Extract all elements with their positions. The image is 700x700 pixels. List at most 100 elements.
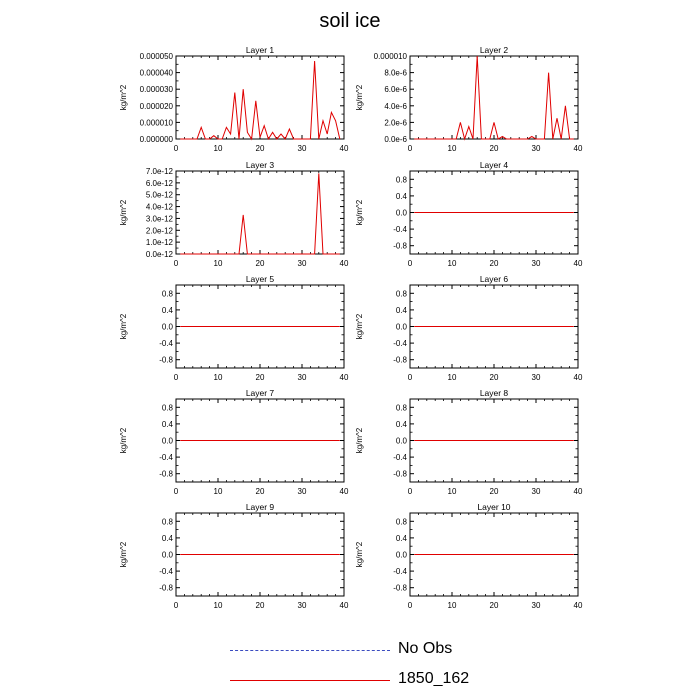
layer-7-xtick-label: 20 (256, 487, 265, 496)
layer-1-xtick-label: 0 (174, 144, 179, 153)
layer-6-ytick-label: -0.8 (393, 356, 407, 365)
layer-6-ytick-label: 0.0 (396, 323, 408, 332)
layer-7-title: Layer 7 (246, 388, 275, 398)
layer-10-ytick-label: 0.8 (396, 517, 408, 526)
layer-3-ylabel: kg/m^2 (119, 199, 128, 225)
layer-7-xtick-label: 40 (340, 487, 349, 496)
layer-2-xtick-label: 30 (532, 144, 541, 153)
layer-2-ytick-label: 8.0e-6 (384, 69, 407, 78)
layer-10-panel: Layer 10 0 10 20 30 40 -0.8 -0.4 0.0 0.4 0.8 kg/m^2 (355, 502, 583, 610)
layer-6-title: Layer 6 (480, 274, 509, 284)
layer-2-ytick-label: 0.0e-6 (384, 135, 407, 144)
layer-3-frame (175, 170, 345, 255)
layer-7-ytick-label: -0.4 (159, 453, 173, 462)
layer-2-ytick-label: 0.000010 (374, 52, 408, 61)
layer-2-panel: Layer 2 0 10 20 30 40 0.0e-6 2.0e-6 4.0e-6 6.0e-6… (355, 45, 583, 153)
legend-entry-1850-162: 1850_162 (230, 670, 530, 690)
layer-6-ytick-label: 0.4 (396, 306, 408, 315)
layer-7-panel: Layer 7 0 10 20 30 40 -0.8 -0.4 0.0 0.4 0.8 kg/m^2 (119, 388, 349, 496)
layer-3-ytick-label: 7.0e-12 (146, 167, 174, 176)
layer-1-xtick-label: 10 (214, 144, 223, 153)
layer-8-xtick-label: 20 (490, 487, 499, 496)
layer-4-xtick-label: 40 (574, 259, 583, 268)
layer-10-xtick-label: 10 (448, 601, 457, 610)
layer-4-ytick-label: -0.4 (393, 225, 407, 234)
figure-title: soil ice (319, 10, 381, 32)
layer-5-ytick-label: 0.0 (162, 323, 174, 332)
layer-4-ytick-label: 0.4 (396, 192, 408, 201)
layer-7-ytick-label: -0.8 (159, 470, 173, 479)
layer-4-xtick-label: 20 (490, 259, 499, 268)
layer-7-xtick-label: 10 (214, 487, 223, 496)
layer-9-ytick-label: -0.4 (159, 567, 173, 576)
layer-3-ytick-label: 4.0e-12 (146, 203, 174, 212)
layer-8-ylabel: kg/m^2 (355, 427, 364, 453)
layer-9-xtick-label: 10 (214, 601, 223, 610)
layer-6-ytick-label: 0.8 (396, 289, 408, 298)
layer-3-xtick-label: 30 (298, 259, 307, 268)
layer-1-series-line (180, 60, 341, 141)
layer-4-ytick-label: 0.0 (396, 209, 408, 218)
layer-1-xtick-label: 40 (340, 144, 349, 153)
layer-3-series-line (180, 173, 340, 255)
layer-10-title: Layer 10 (477, 502, 510, 512)
layer-1-ytick-label: 0.000010 (140, 118, 174, 127)
layer-9-xtick-label: 0 (174, 601, 179, 610)
layer-2-series-line (414, 55, 574, 141)
layer-10-xtick-label: 0 (408, 601, 413, 610)
layer-1-ytick-label: 0.000040 (140, 69, 174, 78)
layer-9-xtick-label: 20 (256, 601, 265, 610)
layer-8-xtick-label: 40 (574, 487, 583, 496)
layer-3-ytick-label: 2.0e-12 (146, 226, 174, 235)
layer-5-xtick-label: 0 (174, 373, 179, 382)
layer-5-ytick-label: -0.8 (159, 356, 173, 365)
layer-10-xtick-label: 20 (490, 601, 499, 610)
layer-8-ytick-label: 0.8 (396, 403, 408, 412)
layer-8-ytick-label: -0.4 (393, 453, 407, 462)
layer-4-title: Layer 4 (480, 160, 509, 170)
layer-8-ytick-label: 0.0 (396, 437, 408, 446)
layer-9-xtick-label: 40 (340, 601, 349, 610)
layer-3-ytick-label: 5.0e-12 (146, 191, 174, 200)
layer-3-xtick-label: 10 (214, 259, 223, 268)
layer-10-ytick-label: -0.4 (393, 567, 407, 576)
layer-5-ylabel: kg/m^2 (119, 313, 128, 339)
layer-3-ytick-label: 3.0e-12 (146, 214, 174, 223)
layer-3-ytick-label: 6.0e-12 (146, 179, 174, 188)
layer-2-ytick-label: 6.0e-6 (384, 85, 407, 94)
layer-5-ytick-label: 0.4 (162, 306, 174, 315)
layer-10-xtick-label: 40 (574, 601, 583, 610)
layer-9-ylabel: kg/m^2 (119, 541, 128, 567)
layer-6-ylabel: kg/m^2 (355, 313, 364, 339)
legend-label-no-obs: No Obs (398, 640, 453, 657)
legend-swatch-1850-162 (230, 680, 390, 681)
layer-4-xtick-label: 10 (448, 259, 457, 268)
layer-3-title: Layer 3 (246, 160, 275, 170)
layer-1-title: Layer 1 (246, 45, 275, 55)
layer-6-xtick-label: 40 (574, 373, 583, 382)
layer-4-panel: Layer 4 0 10 20 30 40 -0.8 -0.4 0.0 0.4 0.8 kg/m^2 (355, 160, 583, 268)
layer-10-xtick-label: 30 (532, 601, 541, 610)
layer-5-ytick-label: 0.8 (162, 289, 174, 298)
layer-7-xtick-label: 0 (174, 487, 179, 496)
layer-2-ytick-label: 4.0e-6 (384, 102, 407, 111)
layer-8-xtick-label: 30 (532, 487, 541, 496)
layer-7-ytick-label: 0.8 (162, 403, 174, 412)
layer-6-xtick-label: 30 (532, 373, 541, 382)
layer-9-xtick-label: 30 (298, 601, 307, 610)
layer-1-ylabel: kg/m^2 (119, 84, 128, 110)
layer-1-ytick-label: 0.000050 (140, 52, 174, 61)
layer-10-ytick-label: -0.8 (393, 584, 407, 593)
layer-3-xtick-label: 0 (174, 259, 179, 268)
layer-4-ylabel: kg/m^2 (355, 199, 364, 225)
layer-1-panel: Layer 1 0 10 20 30 40 0.000000 0.000010 0.000020… (119, 45, 349, 153)
layer-5-xtick-label: 30 (298, 373, 307, 382)
layer-2-xtick-label: 0 (408, 144, 413, 153)
layer-5-title: Layer 5 (246, 274, 275, 284)
layer-6-xtick-label: 0 (408, 373, 413, 382)
layer-8-ytick-label: -0.8 (393, 470, 407, 479)
layer-10-ytick-label: 0.4 (396, 534, 408, 543)
layer-6-panel: Layer 6 0 10 20 30 40 -0.8 -0.4 0.0 0.4 0.8 kg/m^2 (355, 274, 583, 382)
layer-2-xtick-label: 10 (448, 144, 457, 153)
